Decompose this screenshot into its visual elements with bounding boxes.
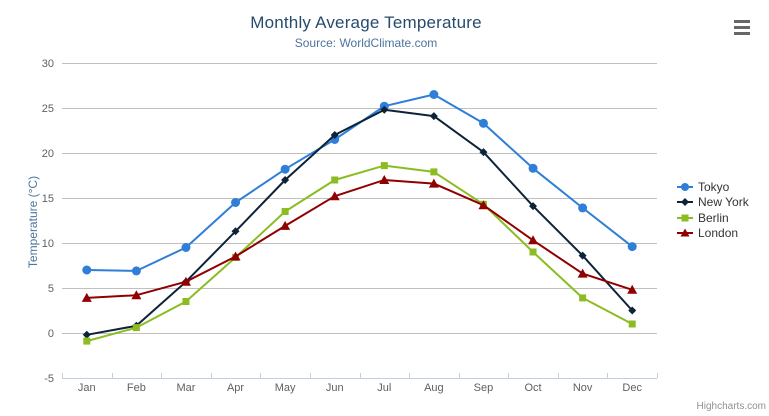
data-point-marker[interactable] (529, 248, 537, 256)
data-point-marker[interactable] (231, 227, 240, 236)
series-london (81, 175, 638, 302)
data-point-marker[interactable] (578, 251, 587, 260)
data-point-marker[interactable] (379, 175, 390, 184)
legend-item-berlin[interactable]: Berlin (677, 210, 749, 226)
data-point-marker[interactable] (680, 228, 690, 237)
data-point-marker[interactable] (627, 242, 637, 252)
data-point-marker[interactable] (528, 235, 539, 245)
x-axis-label: Apr (227, 382, 244, 394)
diamond-legend-marker-icon (677, 198, 693, 207)
data-point-marker[interactable] (180, 276, 191, 286)
data-point-marker[interactable] (182, 298, 190, 305)
series-line[interactable] (85, 179, 634, 299)
x-axis-label: Dec (622, 382, 642, 394)
x-axis-label: Aug (424, 382, 444, 394)
data-point-marker[interactable] (430, 168, 438, 176)
data-point-marker[interactable] (478, 118, 488, 128)
data-point-marker[interactable] (577, 268, 588, 278)
data-point-marker[interactable] (330, 131, 339, 139)
square-legend-marker-icon (677, 214, 693, 222)
data-point-marker[interactable] (528, 163, 538, 173)
x-axis-label: Sep (474, 382, 494, 394)
data-point-marker[interactable] (681, 198, 689, 207)
data-point-marker[interactable] (131, 266, 141, 276)
series-line[interactable] (85, 93, 634, 272)
triangle-legend-marker-icon (677, 228, 693, 237)
data-point-marker[interactable] (628, 320, 636, 328)
data-point-marker[interactable] (281, 176, 290, 184)
data-point-marker[interactable] (230, 251, 241, 261)
data-point-marker[interactable] (329, 191, 340, 201)
data-point-marker[interactable] (529, 202, 538, 211)
series-line[interactable] (85, 108, 634, 336)
data-point-marker[interactable] (331, 176, 339, 184)
data-point-marker[interactable] (627, 284, 638, 294)
data-point-marker[interactable] (181, 243, 191, 252)
data-point-marker[interactable] (429, 90, 439, 99)
data-point-marker[interactable] (231, 198, 241, 207)
x-axis-label: Jan (78, 382, 96, 394)
legend-item-tokyo[interactable]: Tokyo (677, 179, 749, 195)
hamburger-icon (734, 19, 750, 23)
data-point-marker[interactable] (82, 330, 91, 339)
hamburger-icon (734, 31, 750, 35)
x-axis-label: Jul (377, 382, 391, 394)
data-point-marker[interactable] (81, 292, 92, 302)
y-axis-tick-label: 20 (42, 148, 54, 160)
y-axis-title: Temperature (°C) (26, 175, 40, 269)
y-axis-tick-label: 0 (48, 328, 54, 340)
data-point-marker[interactable] (131, 290, 142, 300)
data-point-marker[interactable] (478, 200, 489, 210)
data-point-marker[interactable] (429, 112, 438, 121)
legend-label: Tokyo (698, 179, 730, 194)
series-new-york (82, 105, 637, 339)
legend: Tokyo New York Berlin London (677, 179, 749, 241)
data-point-marker[interactable] (428, 178, 439, 188)
series-line[interactable] (85, 164, 634, 343)
y-axis-tick-label: 30 (42, 58, 54, 70)
data-point-marker[interactable] (280, 164, 290, 174)
data-point-marker[interactable] (579, 294, 587, 302)
legend-label: New York (698, 195, 749, 210)
hamburger-icon (734, 25, 750, 29)
y-axis-tick-label: 5 (48, 283, 54, 295)
x-axis-label: Jun (326, 382, 344, 394)
x-axis-label: Mar (176, 382, 195, 394)
chart-subtitle: Source: WorldClimate.com (294, 36, 438, 50)
legend-label: London (698, 226, 739, 241)
data-point-marker[interactable] (281, 208, 289, 215)
data-point-marker[interactable] (132, 324, 140, 332)
credits-link[interactable]: Highcharts.com (696, 401, 766, 412)
data-point-marker[interactable] (628, 306, 637, 315)
y-axis-tick-label: 15 (42, 193, 54, 205)
data-point-marker[interactable] (82, 265, 92, 275)
x-axis-label: Feb (127, 382, 146, 394)
data-point-marker[interactable] (479, 148, 488, 157)
y-axis-tick-label: 25 (42, 103, 54, 115)
data-point-marker[interactable] (83, 337, 91, 345)
series-tokyo (82, 90, 637, 276)
x-axis-label: Oct (524, 382, 541, 394)
chart-title: Monthly Average Temperature (250, 13, 482, 32)
export-menu-button[interactable] (732, 17, 752, 37)
data-point-marker[interactable] (280, 220, 291, 230)
legend-label: Berlin (698, 210, 729, 225)
y-axis-tick-label: 10 (42, 238, 54, 250)
legend-item-new-york[interactable]: New York (677, 195, 749, 211)
data-point-marker[interactable] (681, 214, 689, 222)
x-axis-label: Nov (573, 382, 593, 394)
data-point-marker[interactable] (380, 162, 388, 170)
legend-item-london[interactable]: London (677, 226, 749, 242)
data-point-marker[interactable] (578, 203, 588, 213)
data-point-marker[interactable] (380, 105, 389, 114)
y-axis-tick-label: -5 (44, 373, 54, 385)
x-axis-label: May (275, 382, 296, 394)
circle-legend-marker-icon (677, 182, 693, 191)
data-point-marker[interactable] (681, 182, 689, 191)
